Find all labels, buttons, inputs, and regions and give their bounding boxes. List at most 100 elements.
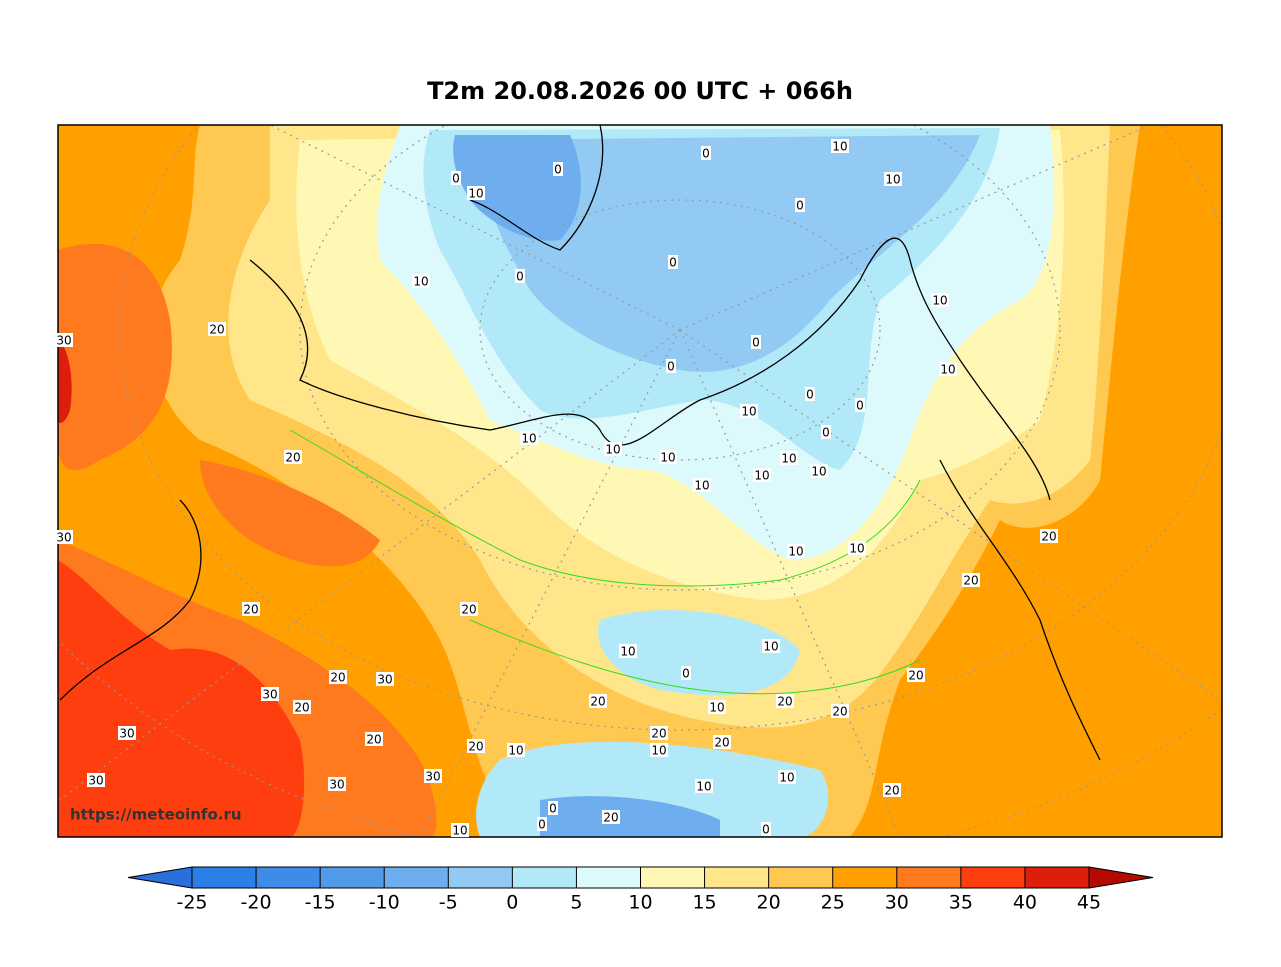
contour-label-bg <box>821 425 831 439</box>
contour-label: 20 <box>243 603 258 617</box>
contour-label: 20 <box>832 705 847 719</box>
contour-label-bg <box>855 398 865 412</box>
contour-label: 20 <box>461 603 476 617</box>
contour-label-bg <box>883 783 901 797</box>
colorbar-tick-label: -5 <box>439 892 458 914</box>
contour-label: 10 <box>811 465 826 479</box>
contour-label: 10 <box>849 542 864 556</box>
contour-label: 0 <box>682 667 690 681</box>
colorbar-segment <box>1024 867 1089 888</box>
contour-label-bg <box>619 644 637 658</box>
map <box>58 125 1222 837</box>
contour-label: 20 <box>603 811 618 825</box>
contour-label: 10 <box>779 771 794 785</box>
contour-label: 20 <box>366 733 381 747</box>
contour-label-bg <box>848 541 866 555</box>
contour-label-bg <box>365 732 383 746</box>
map-frame <box>57 124 1223 838</box>
contour-label-bg <box>666 359 676 373</box>
contour-label: 30 <box>56 531 71 545</box>
colorbar-tick-label: 45 <box>1077 892 1101 914</box>
contour-label: 0 <box>667 360 675 374</box>
contour-label: 0 <box>538 818 546 832</box>
contour-label-bg <box>650 726 668 740</box>
contour-label: 10 <box>709 701 724 715</box>
contour-label: 0 <box>452 172 460 186</box>
watermark: https://meteoinfo.ru <box>70 806 242 824</box>
colorbar-segment <box>768 867 833 888</box>
contour-label-bg <box>412 274 430 288</box>
title: T2m 20.08.2026 00 UTC + 066h <box>427 77 853 105</box>
contour-label-bg <box>681 666 691 680</box>
contour-label-bg <box>460 602 478 616</box>
contour-label: 0 <box>856 399 864 413</box>
contour-label-bg <box>424 769 442 783</box>
contour-label: 10 <box>413 275 428 289</box>
contour-label: 20 <box>285 451 300 465</box>
contour-label: 10 <box>832 140 847 154</box>
contour-label: 10 <box>468 187 483 201</box>
contour-label: 30 <box>425 770 440 784</box>
contour-label: 20 <box>209 323 224 337</box>
contour-label-bg <box>713 735 731 749</box>
contour-label-bg <box>515 269 525 283</box>
contour-label: 10 <box>754 469 769 483</box>
colorbar-tick-label: 40 <box>1013 892 1037 914</box>
contour-label: 0 <box>796 199 804 213</box>
contour-label: 10 <box>696 780 711 794</box>
contour-label: 30 <box>119 727 134 741</box>
colorbar-segment <box>320 867 385 888</box>
contour-label: 20 <box>590 695 605 709</box>
contour-label: 20 <box>714 736 729 750</box>
contour-label: 10 <box>660 451 675 465</box>
colorbar-segment <box>896 867 961 888</box>
contour-label-bg <box>650 743 668 757</box>
contour-label: 10 <box>651 744 666 758</box>
contour-label: 0 <box>549 802 557 816</box>
colorbar-tick-label: 15 <box>692 892 716 914</box>
contour-label: 0 <box>822 426 830 440</box>
contour-label-bg <box>451 171 461 185</box>
contour-label-bg <box>831 704 849 718</box>
contour-label-bg <box>740 404 758 418</box>
contour-label-bg <box>1040 529 1058 543</box>
contour-label-bg <box>284 450 302 464</box>
contour-label-bg <box>778 770 796 784</box>
colorbar-segment <box>448 867 513 888</box>
contour-label-bg <box>261 687 279 701</box>
contour-label: 20 <box>963 574 978 588</box>
contour-label: 20 <box>330 671 345 685</box>
contour-label: 20 <box>777 695 792 709</box>
contour-label-bg <box>55 530 73 544</box>
contour-label-bg <box>467 186 485 200</box>
contour-label-bg <box>329 670 347 684</box>
contour-label: 0 <box>516 270 524 284</box>
contour-label-bg <box>208 322 226 336</box>
contour-label-bg <box>118 726 136 740</box>
contour-label-bg <box>507 743 525 757</box>
contour-label: 30 <box>377 673 392 687</box>
contour-label: 20 <box>884 784 899 798</box>
colorbar-tick-label: 35 <box>949 892 973 914</box>
contour-label-bg <box>708 700 726 714</box>
contour-label: 20 <box>1041 530 1056 544</box>
contour-label-bg <box>762 639 780 653</box>
contour-label-bg <box>939 362 957 376</box>
colorbar-segment <box>704 867 769 888</box>
contour-label: 0 <box>669 256 677 270</box>
contour-label: 10 <box>508 744 523 758</box>
contour-label-bg <box>589 694 607 708</box>
contour-label-bg <box>787 544 805 558</box>
contour-label: 10 <box>932 294 947 308</box>
colorbar-extend-high <box>1088 866 1154 889</box>
contour-label: 0 <box>702 147 710 161</box>
colorbar-segment <box>640 867 705 888</box>
colorbar-tick-label: 30 <box>885 892 909 914</box>
contour-label-bg <box>293 700 311 714</box>
contour-label-bg <box>931 293 949 307</box>
contour-label: 30 <box>262 688 277 702</box>
contour-label-bg <box>810 464 828 478</box>
contour-label-bg <box>884 172 902 186</box>
